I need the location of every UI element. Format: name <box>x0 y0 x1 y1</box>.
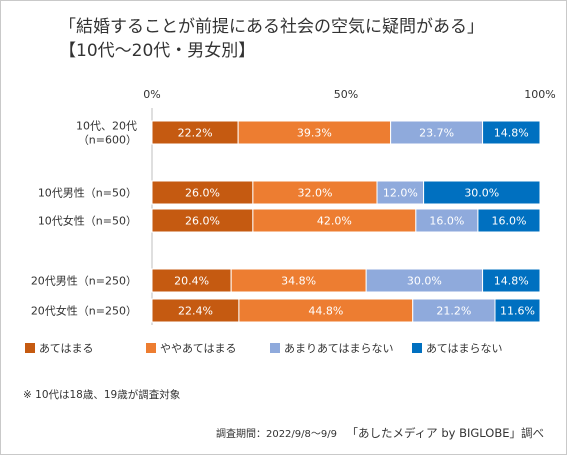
data-label: 11.6% <box>500 305 535 318</box>
data-label: 44.8% <box>308 305 343 318</box>
data-label: 16.0% <box>491 215 526 228</box>
x-tick-label: 100% <box>524 88 555 101</box>
bar-segment <box>477 208 541 233</box>
category-label: 20代女性（n=250） <box>31 304 137 318</box>
data-label: 42.0% <box>317 215 352 228</box>
data-label: 20.4% <box>174 275 209 288</box>
data-label: 30.0% <box>464 187 499 200</box>
data-label: 21.2% <box>436 305 471 318</box>
category-label: 10代男性（n=50） <box>38 186 137 200</box>
legend-label: あてはまる <box>39 342 94 355</box>
bar-segment <box>494 298 541 323</box>
data-label: 32.0% <box>297 187 332 200</box>
bar-segment <box>482 268 541 293</box>
data-label: 14.8% <box>494 127 529 140</box>
category-label: （n=600） <box>78 134 137 147</box>
x-tick-label: 0% <box>143 88 160 101</box>
legend-swatch <box>146 343 156 353</box>
data-label: 30.0% <box>407 275 442 288</box>
x-tick-label: 50% <box>334 88 358 101</box>
chart-title: 「結婚することが前提にある社会の空気に疑問がある」 【10代〜20代・男女別】 <box>59 15 484 63</box>
data-label: 34.8% <box>281 275 316 288</box>
data-label: 12.0% <box>383 187 418 200</box>
source-credit: 調査期間：2022/9/8〜9/9 「あしたメディア by BIGLOBE」調べ <box>216 425 544 441</box>
chart-title-line-1: 「結婚することが前提にある社会の空気に疑問がある」 <box>59 17 484 37</box>
legend-label: ややあてはまる <box>160 342 237 355</box>
legend-label: あてはまらない <box>426 342 503 355</box>
data-label: 22.4% <box>178 305 213 318</box>
data-label: 14.8% <box>494 275 529 288</box>
data-label: 23.7% <box>419 127 454 140</box>
data-label: 39.3% <box>297 127 332 140</box>
data-label: 26.0% <box>185 187 220 200</box>
legend-swatch <box>412 343 422 353</box>
category-label: 10代、20代 <box>76 120 137 133</box>
footnote: ※ 10代は18歳、19歳が調査対象 <box>23 389 181 401</box>
bar-segment <box>482 120 541 145</box>
stacked-bar-chart: 0% 50% 100% 10代、20代（n=600） 10代男性（n=50） 10代女性（… <box>25 88 556 355</box>
data-label: 16.0% <box>429 215 464 228</box>
bar-segment <box>423 180 541 205</box>
legend-label: あまりあてはまらない <box>284 342 394 355</box>
data-label: 26.0% <box>185 215 220 228</box>
source-brand: 「あしたメディア by BIGLOBE」調べ <box>346 426 544 440</box>
legend-swatch <box>270 343 280 353</box>
chart-title-line-2: 【10代〜20代・男女別】 <box>59 41 256 61</box>
data-label: 22.2% <box>178 127 213 140</box>
legend-swatch <box>25 343 35 353</box>
category-label: 20代男性（n=250） <box>31 274 137 288</box>
survey-period: 調査期間：2022/9/8〜9/9 <box>215 429 337 440</box>
category-label: 10代女性（n=50） <box>38 214 137 228</box>
